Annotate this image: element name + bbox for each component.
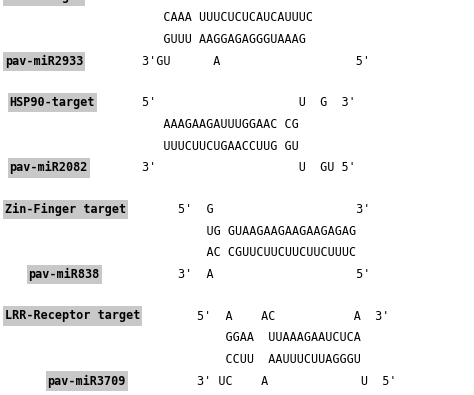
Bar (46, 371, 128, 391)
Text: 3'GU      A                   5': 3'GU A 5' (142, 55, 370, 68)
Bar (3, 199, 128, 219)
Text: AC CGUUCUUCUUCUUCUUUC: AC CGUUCUUCUUCUUCUUUC (178, 246, 356, 259)
Text: CAAA UUUCUCUCAUCAUUUC: CAAA UUUCUCUCAUCAUUUC (142, 11, 313, 24)
Text: 5'U      G                   3': 5'U G 3' (142, 0, 363, 2)
Bar (8, 158, 90, 178)
Bar (27, 265, 101, 284)
Text: 5'  G                    3': 5' G 3' (178, 203, 370, 216)
Bar (3, 51, 85, 71)
Text: 3'                    U  GU 5': 3' U GU 5' (142, 162, 356, 174)
Text: LRR-Receptor target: LRR-Receptor target (5, 310, 140, 322)
Text: UG GUAAGAAGAAGAAGAGAG: UG GUAAGAAGAAGAAGAGAG (178, 225, 356, 237)
Text: GUUU AAGGAGAGGGUAAAG: GUUU AAGGAGAGGGUAAAG (142, 33, 306, 46)
Bar (3, 0, 85, 6)
Text: pav-miR3709: pav-miR3709 (47, 374, 126, 388)
Text: CCUU  AAUUUCUUAGGGU: CCUU AAUUUCUUAGGGU (197, 353, 361, 366)
Text: UUUCUUCUGAACCUUG GU: UUUCUUCUGAACCUUG GU (142, 140, 299, 152)
Text: 3'  A                    5': 3' A 5' (178, 268, 370, 281)
Text: 5'  A    AC           A  3': 5' A AC A 3' (197, 310, 389, 322)
Bar (3, 307, 142, 325)
Text: 5'                    U  G  3': 5' U G 3' (142, 96, 356, 109)
Text: pav-miR838: pav-miR838 (28, 268, 100, 281)
Bar (8, 93, 97, 112)
Text: pav-miR2082: pav-miR2082 (9, 161, 88, 175)
Text: DREB target: DREB target (5, 0, 83, 2)
Text: Zin-Finger target: Zin-Finger target (5, 203, 126, 216)
Text: 3' UC    A             U  5': 3' UC A U 5' (197, 375, 396, 387)
Text: pav-miR2933: pav-miR2933 (5, 55, 83, 68)
Text: HSP90-target: HSP90-target (9, 96, 95, 109)
Text: GGAA  UUAAAGAAUCUCA: GGAA UUAAAGAAUCUCA (197, 331, 361, 344)
Text: AAAGAAGAUUUGGAAC CG: AAAGAAGAUUUGGAAC CG (142, 118, 299, 131)
